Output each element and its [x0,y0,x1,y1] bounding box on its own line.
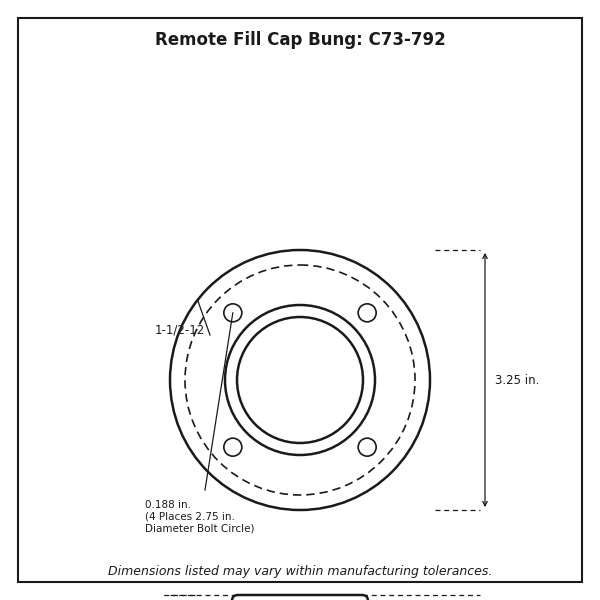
Text: 3.25 in.: 3.25 in. [495,373,539,386]
Text: Dimensions listed may vary within manufacturing tolerances.: Dimensions listed may vary within manufa… [108,565,492,578]
FancyBboxPatch shape [232,595,368,600]
Text: 0.188 in.
(4 Places 2.75 in.
Diameter Bolt Circle): 0.188 in. (4 Places 2.75 in. Diameter Bo… [145,500,254,533]
Text: Remote Fill Cap Bung: C73-792: Remote Fill Cap Bung: C73-792 [155,31,445,49]
Text: 1-1/2-12: 1-1/2-12 [155,323,205,337]
